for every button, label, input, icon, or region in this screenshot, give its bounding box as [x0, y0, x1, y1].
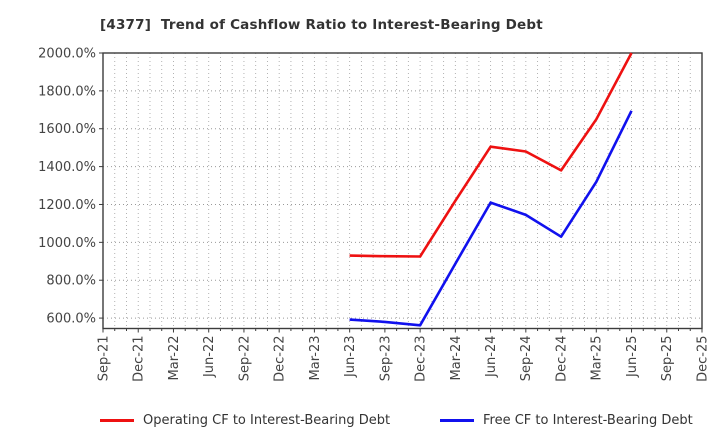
x-tick-label: Sep-23	[378, 336, 393, 382]
x-tick-label: Jun-23	[343, 336, 358, 379]
y-tick-label: 800.0%	[46, 274, 96, 289]
y-tick-label: 1200.0%	[38, 198, 96, 213]
x-tick-label: Mar-22	[167, 336, 182, 381]
legend-label-operating-cf: Operating CF to Interest-Bearing Debt	[143, 412, 391, 428]
legend-item-free-cf: Free CF to Interest-Bearing Debt	[440, 406, 693, 434]
y-tick-label: 600.0%	[46, 312, 96, 327]
legend-label-free-cf: Free CF to Interest-Bearing Debt	[483, 412, 693, 428]
series-line-free-cf	[349, 110, 633, 327]
x-tick-label: Sep-22	[237, 336, 252, 382]
cashflow-ratio-line-chart: 600.0% 800.0% 1000.0% 1200.0% 1400.0% 1600.0%…	[38, 47, 710, 382]
x-tick-label: Mar-25	[590, 336, 605, 381]
plot-frame	[102, 52, 703, 330]
y-tick-label: 1400.0%	[38, 160, 96, 175]
x-tick-label: Sep-21	[96, 336, 111, 382]
series-line-operating-cf	[349, 52, 633, 258]
legend-item-operating-cf: Operating CF to Interest-Bearing Debt	[100, 406, 390, 434]
y-tick-label: 1600.0%	[38, 122, 96, 137]
legend-swatch-operating-cf-icon	[100, 418, 134, 422]
x-tick-label: Jun-22	[202, 336, 217, 379]
x-tick-label: Sep-25	[660, 336, 675, 382]
x-tick-label: Jun-25	[625, 336, 640, 379]
x-tick-label: Mar-24	[449, 336, 464, 381]
x-tick-label: Mar-23	[308, 336, 323, 381]
legend-swatch-free-cf-icon	[440, 418, 474, 422]
y-tick-label: 2000.0%	[38, 47, 96, 62]
legend: Operating CF to Interest-Bearing Debt Fr…	[0, 406, 720, 434]
y-tick-label: 1800.0%	[38, 84, 96, 99]
x-tick-label: Dec-25	[695, 336, 710, 382]
chart-title: [4377] Trend of Cashflow Ratio to Intere…	[100, 17, 543, 33]
x-tick-label: Jun-24	[484, 336, 499, 379]
y-tick-label: 1000.0%	[38, 236, 96, 251]
x-tick-label: Dec-22	[273, 336, 288, 382]
x-tick-label: Sep-24	[519, 336, 534, 382]
x-tick-label: Dec-21	[132, 336, 147, 382]
x-tick-label: Dec-24	[554, 336, 569, 382]
x-tick-label: Dec-23	[414, 336, 429, 382]
